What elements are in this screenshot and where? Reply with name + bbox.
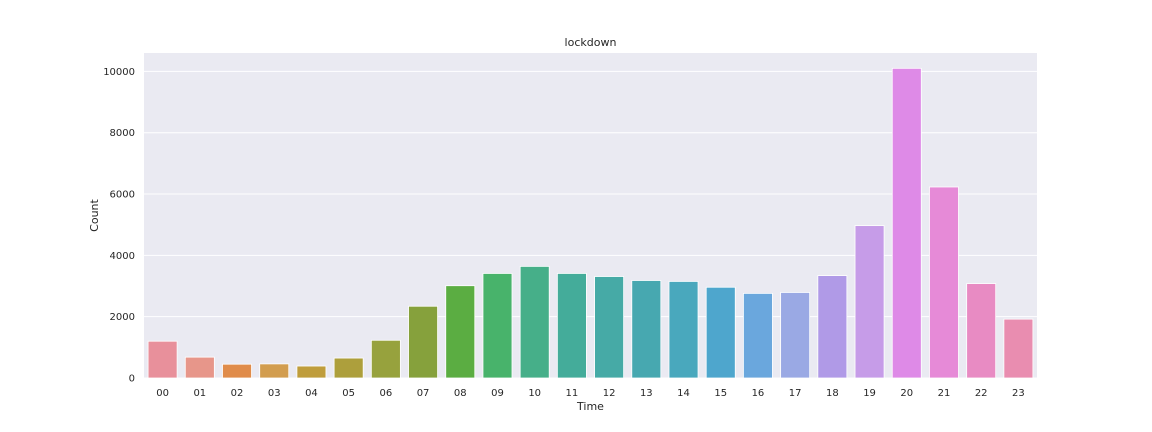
bar-21 (929, 186, 959, 379)
bar-00 (147, 340, 178, 379)
x-tick-label: 09 (491, 388, 504, 399)
x-tick-label: 15 (714, 388, 727, 399)
bar-17 (780, 292, 811, 379)
bar-02 (222, 363, 252, 379)
bar-13 (631, 280, 662, 379)
x-tick-label: 19 (863, 388, 876, 399)
bars (147, 67, 1034, 379)
x-tick-labels: 00 01 02 03 04 05 06 07 08 09 10 11 12 13 14 15 16 17 18 19… (156, 388, 1025, 399)
bar-22 (966, 283, 997, 379)
bar-15 (705, 286, 736, 379)
bar-04 (296, 365, 327, 379)
x-tick-label: 10 (528, 388, 541, 399)
plot-background (144, 53, 1037, 378)
bar-19 (854, 225, 885, 379)
x-tick-label: 06 (379, 388, 392, 399)
x-tick-label: 16 (752, 388, 765, 399)
bar-07 (408, 305, 438, 379)
y-tick-label: 8000 (110, 128, 135, 139)
x-tick-label: 04 (305, 388, 318, 399)
bar-09 (482, 273, 513, 379)
x-tick-label: 21 (938, 388, 951, 399)
bar-14 (668, 281, 699, 379)
x-tick-label: 20 (900, 388, 913, 399)
chart-title: lockdown (565, 36, 617, 49)
x-tick-label: 03 (268, 388, 281, 399)
bar-05 (333, 357, 364, 379)
x-tick-label: 12 (603, 388, 616, 399)
x-tick-label: 18 (826, 388, 839, 399)
x-tick-label: 00 (156, 388, 169, 399)
bar-18 (817, 275, 848, 379)
bar-16 (743, 292, 773, 379)
x-tick-label: 07 (417, 388, 430, 399)
x-tick-label: 17 (789, 388, 802, 399)
bar-23 (1003, 318, 1034, 379)
bar-11 (556, 273, 587, 379)
bar-03 (259, 363, 290, 379)
x-tick-label: 14 (677, 388, 690, 399)
y-tick-label: 4000 (110, 251, 135, 262)
bar-01 (184, 356, 215, 379)
x-tick-label: 22 (975, 388, 988, 399)
bar-08 (445, 285, 476, 379)
y-tick-label: 2000 (110, 312, 135, 323)
x-tick-label: 02 (231, 388, 244, 399)
y-axis-label: Count (88, 198, 101, 231)
y-tick-label: 6000 (110, 190, 135, 201)
bar-06 (370, 339, 401, 379)
x-tick-label: 01 (193, 388, 206, 399)
x-tick-label: 13 (640, 388, 653, 399)
y-tick-labels: 0 2000 4000 6000 8000 10000 (103, 67, 135, 385)
y-tick-label: 0 (129, 374, 135, 385)
x-tick-label: 08 (454, 388, 467, 399)
x-tick-label: 23 (1012, 388, 1025, 399)
bar-12 (594, 276, 625, 379)
x-tick-label: 05 (342, 388, 355, 399)
x-tick-label: 11 (566, 388, 579, 399)
bar-10 (519, 265, 550, 379)
y-tick-label: 10000 (103, 67, 135, 78)
bar-20 (891, 67, 922, 379)
x-axis-label: Time (576, 400, 604, 413)
gridlines (144, 70, 1037, 379)
